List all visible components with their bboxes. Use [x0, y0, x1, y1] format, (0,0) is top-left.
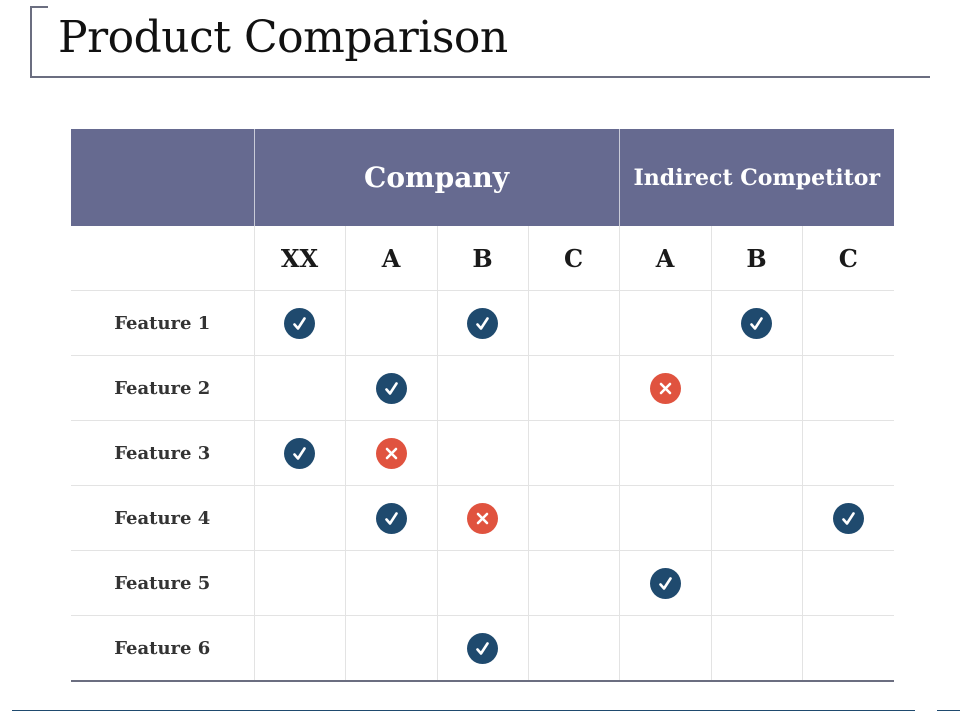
table-cell — [801, 550, 894, 616]
table-cell — [801, 420, 894, 486]
table-cell — [618, 485, 711, 551]
feature-label: Feature 2 — [71, 355, 254, 421]
feature-label: Feature 4 — [71, 485, 254, 551]
footer-line-end — [937, 710, 960, 711]
table-cell — [527, 615, 619, 682]
column-header-blank — [71, 226, 254, 291]
table-cell — [527, 485, 619, 551]
table-cell — [710, 550, 802, 616]
feature-label: Feature 5 — [71, 550, 254, 616]
table-cell — [801, 485, 894, 551]
check-icon — [741, 307, 772, 339]
indirect-competitor-header: Indirect Competitor — [618, 129, 894, 226]
check-icon — [375, 372, 407, 404]
feature-label: Feature 6 — [71, 615, 254, 682]
table-cell — [436, 615, 528, 682]
check-icon — [467, 632, 498, 664]
table-cell — [253, 290, 345, 356]
table-cell — [436, 550, 528, 616]
table-cell — [253, 615, 345, 682]
check-icon — [284, 437, 315, 469]
check-icon — [467, 307, 498, 339]
column-header-company-a: A — [344, 226, 437, 291]
table-cell — [527, 420, 619, 486]
table-cell — [344, 420, 437, 486]
group-header-row: Company Indirect Competitor — [71, 129, 894, 226]
table-row: Feature 3 — [71, 420, 894, 486]
title-bracket-tick — [30, 6, 48, 8]
cross-icon — [649, 372, 681, 404]
table-cell — [710, 615, 802, 682]
indirect-competitor-header-label: Indirect Competitor — [633, 164, 881, 191]
slide-title: Product Comparison — [58, 12, 508, 63]
table-cell — [527, 550, 619, 616]
table-cell — [710, 420, 802, 486]
table-cell — [253, 485, 345, 551]
table-cell — [344, 615, 437, 682]
company-header-label: Company — [364, 161, 509, 194]
table-cell — [253, 420, 345, 486]
feature-label: Feature 3 — [71, 420, 254, 486]
table-cell — [801, 290, 894, 356]
corner-header-cell — [71, 129, 254, 226]
table-cell — [344, 355, 437, 421]
table-cell — [344, 550, 437, 616]
table-cell — [710, 355, 802, 421]
table-cell — [344, 485, 437, 551]
column-header-company-c: C — [527, 226, 619, 291]
table-row: Feature 2 — [71, 355, 894, 421]
table-cell — [527, 290, 619, 356]
table-cell — [618, 355, 711, 421]
cross-icon — [375, 437, 407, 469]
table-row: Feature 5 — [71, 550, 894, 616]
table-row: Feature 6 — [71, 615, 894, 682]
table-cell — [618, 420, 711, 486]
table-cell — [618, 550, 711, 616]
footer-line — [12, 710, 915, 711]
table-cell — [710, 485, 802, 551]
table-cell — [710, 290, 802, 356]
comparison-table: Company Indirect Competitor XX A B C A B… — [71, 129, 894, 682]
table-cell — [436, 485, 528, 551]
table-row: Feature 1 — [71, 290, 894, 356]
check-icon — [375, 502, 407, 534]
column-header-indirect-b: B — [710, 226, 802, 291]
cross-icon — [467, 502, 498, 534]
table-cell — [436, 355, 528, 421]
table-cell — [344, 290, 437, 356]
column-header-indirect-c: C — [801, 226, 894, 291]
column-header-row: XX A B C A B C — [71, 226, 894, 291]
table-cell — [436, 290, 528, 356]
table-cell — [618, 615, 711, 682]
table-cell — [253, 550, 345, 616]
column-header-company-b: B — [436, 226, 528, 291]
table-cell — [436, 420, 528, 486]
check-icon — [649, 567, 681, 599]
table-cell — [618, 290, 711, 356]
table-cell — [253, 355, 345, 421]
check-icon — [832, 502, 864, 534]
check-icon — [284, 307, 315, 339]
table-row: Feature 4 — [71, 485, 894, 551]
table-cell — [527, 355, 619, 421]
title-bracket — [30, 6, 930, 78]
feature-label: Feature 1 — [71, 290, 254, 356]
table-cell — [801, 355, 894, 421]
table-cell — [801, 615, 894, 682]
company-header: Company — [253, 129, 619, 226]
column-header-indirect-a: A — [618, 226, 711, 291]
column-header-xx: XX — [253, 226, 345, 291]
